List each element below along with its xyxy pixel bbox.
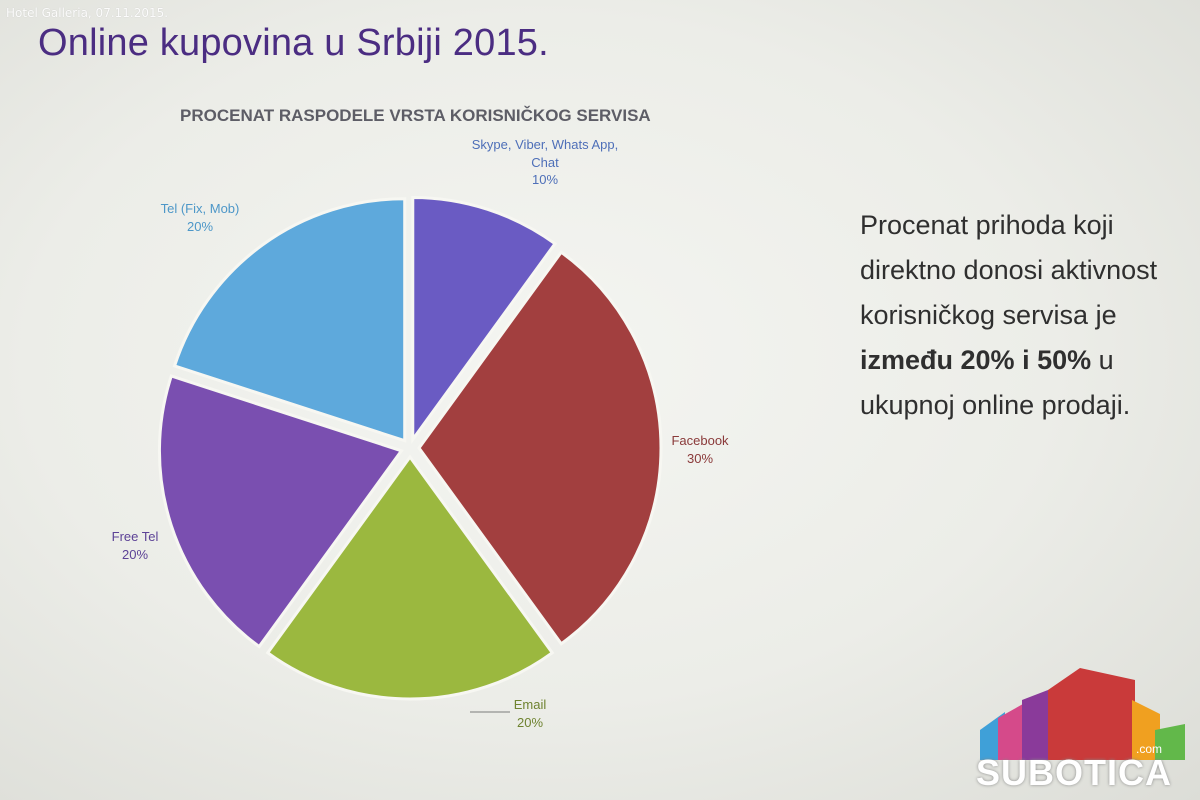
revenue-note-bold1: između 20% bbox=[860, 345, 1015, 375]
slice-label-facebook-value: 30% bbox=[686, 450, 714, 466]
pie-slice-free-tel bbox=[157, 374, 404, 649]
pie-slice-tel bbox=[172, 197, 407, 443]
slice-label-facebook-name: Facebook bbox=[671, 433, 729, 448]
revenue-note-bold2: i 50% bbox=[1022, 345, 1092, 375]
slice-label-email-value: 20% bbox=[516, 714, 544, 730]
slide-title: Online kupovina u Srbiji 2015. bbox=[38, 22, 549, 64]
slice-label-email-name: Email bbox=[513, 697, 547, 712]
slice-label-skype-name: Skype, Viber, Whats App, Chat bbox=[471, 137, 619, 170]
revenue-note-part1: Procenat prihoda koji direktno donosi ak… bbox=[860, 210, 1158, 330]
slice-label-tel: Tel (Fix, Mob) 20% bbox=[135, 200, 265, 235]
pie-slice-email bbox=[265, 454, 555, 701]
slice-label-tel-name: Tel (Fix, Mob) bbox=[160, 201, 240, 216]
slice-label-free-tel-name: Free Tel bbox=[111, 529, 159, 544]
revenue-note: Procenat prihoda koji direktno donosi ak… bbox=[860, 203, 1190, 428]
logo-text: SUBOTICA bbox=[976, 752, 1172, 793]
slice-label-tel-value: 20% bbox=[186, 218, 214, 234]
slice-label-email: Email 20% bbox=[490, 696, 570, 731]
slice-label-free-tel: Free Tel 20% bbox=[90, 528, 180, 563]
slice-label-skype-value: 10% bbox=[531, 172, 559, 188]
logo-suffix: .com bbox=[1136, 742, 1163, 756]
pie-slice-facebook bbox=[417, 250, 663, 646]
subotica-logo-graphic bbox=[980, 668, 1185, 760]
slice-label-skype: Skype, Viber, Whats App, Chat 10% bbox=[470, 136, 620, 189]
photo-watermark: Hotel Galleria, 07.11.2015. bbox=[6, 6, 169, 20]
chart-title: PROCENAT RASPODELE VRSTA KORISNIČKOG SER… bbox=[180, 106, 651, 125]
revenue-note-part2 bbox=[1015, 345, 1023, 375]
slice-label-facebook: Facebook 30% bbox=[650, 432, 750, 467]
revenue-note-part3: u ukupnoj online prodaji. bbox=[860, 345, 1131, 420]
pie-slice-skype bbox=[411, 195, 558, 445]
slice-label-free-tel-value: 20% bbox=[121, 546, 149, 562]
